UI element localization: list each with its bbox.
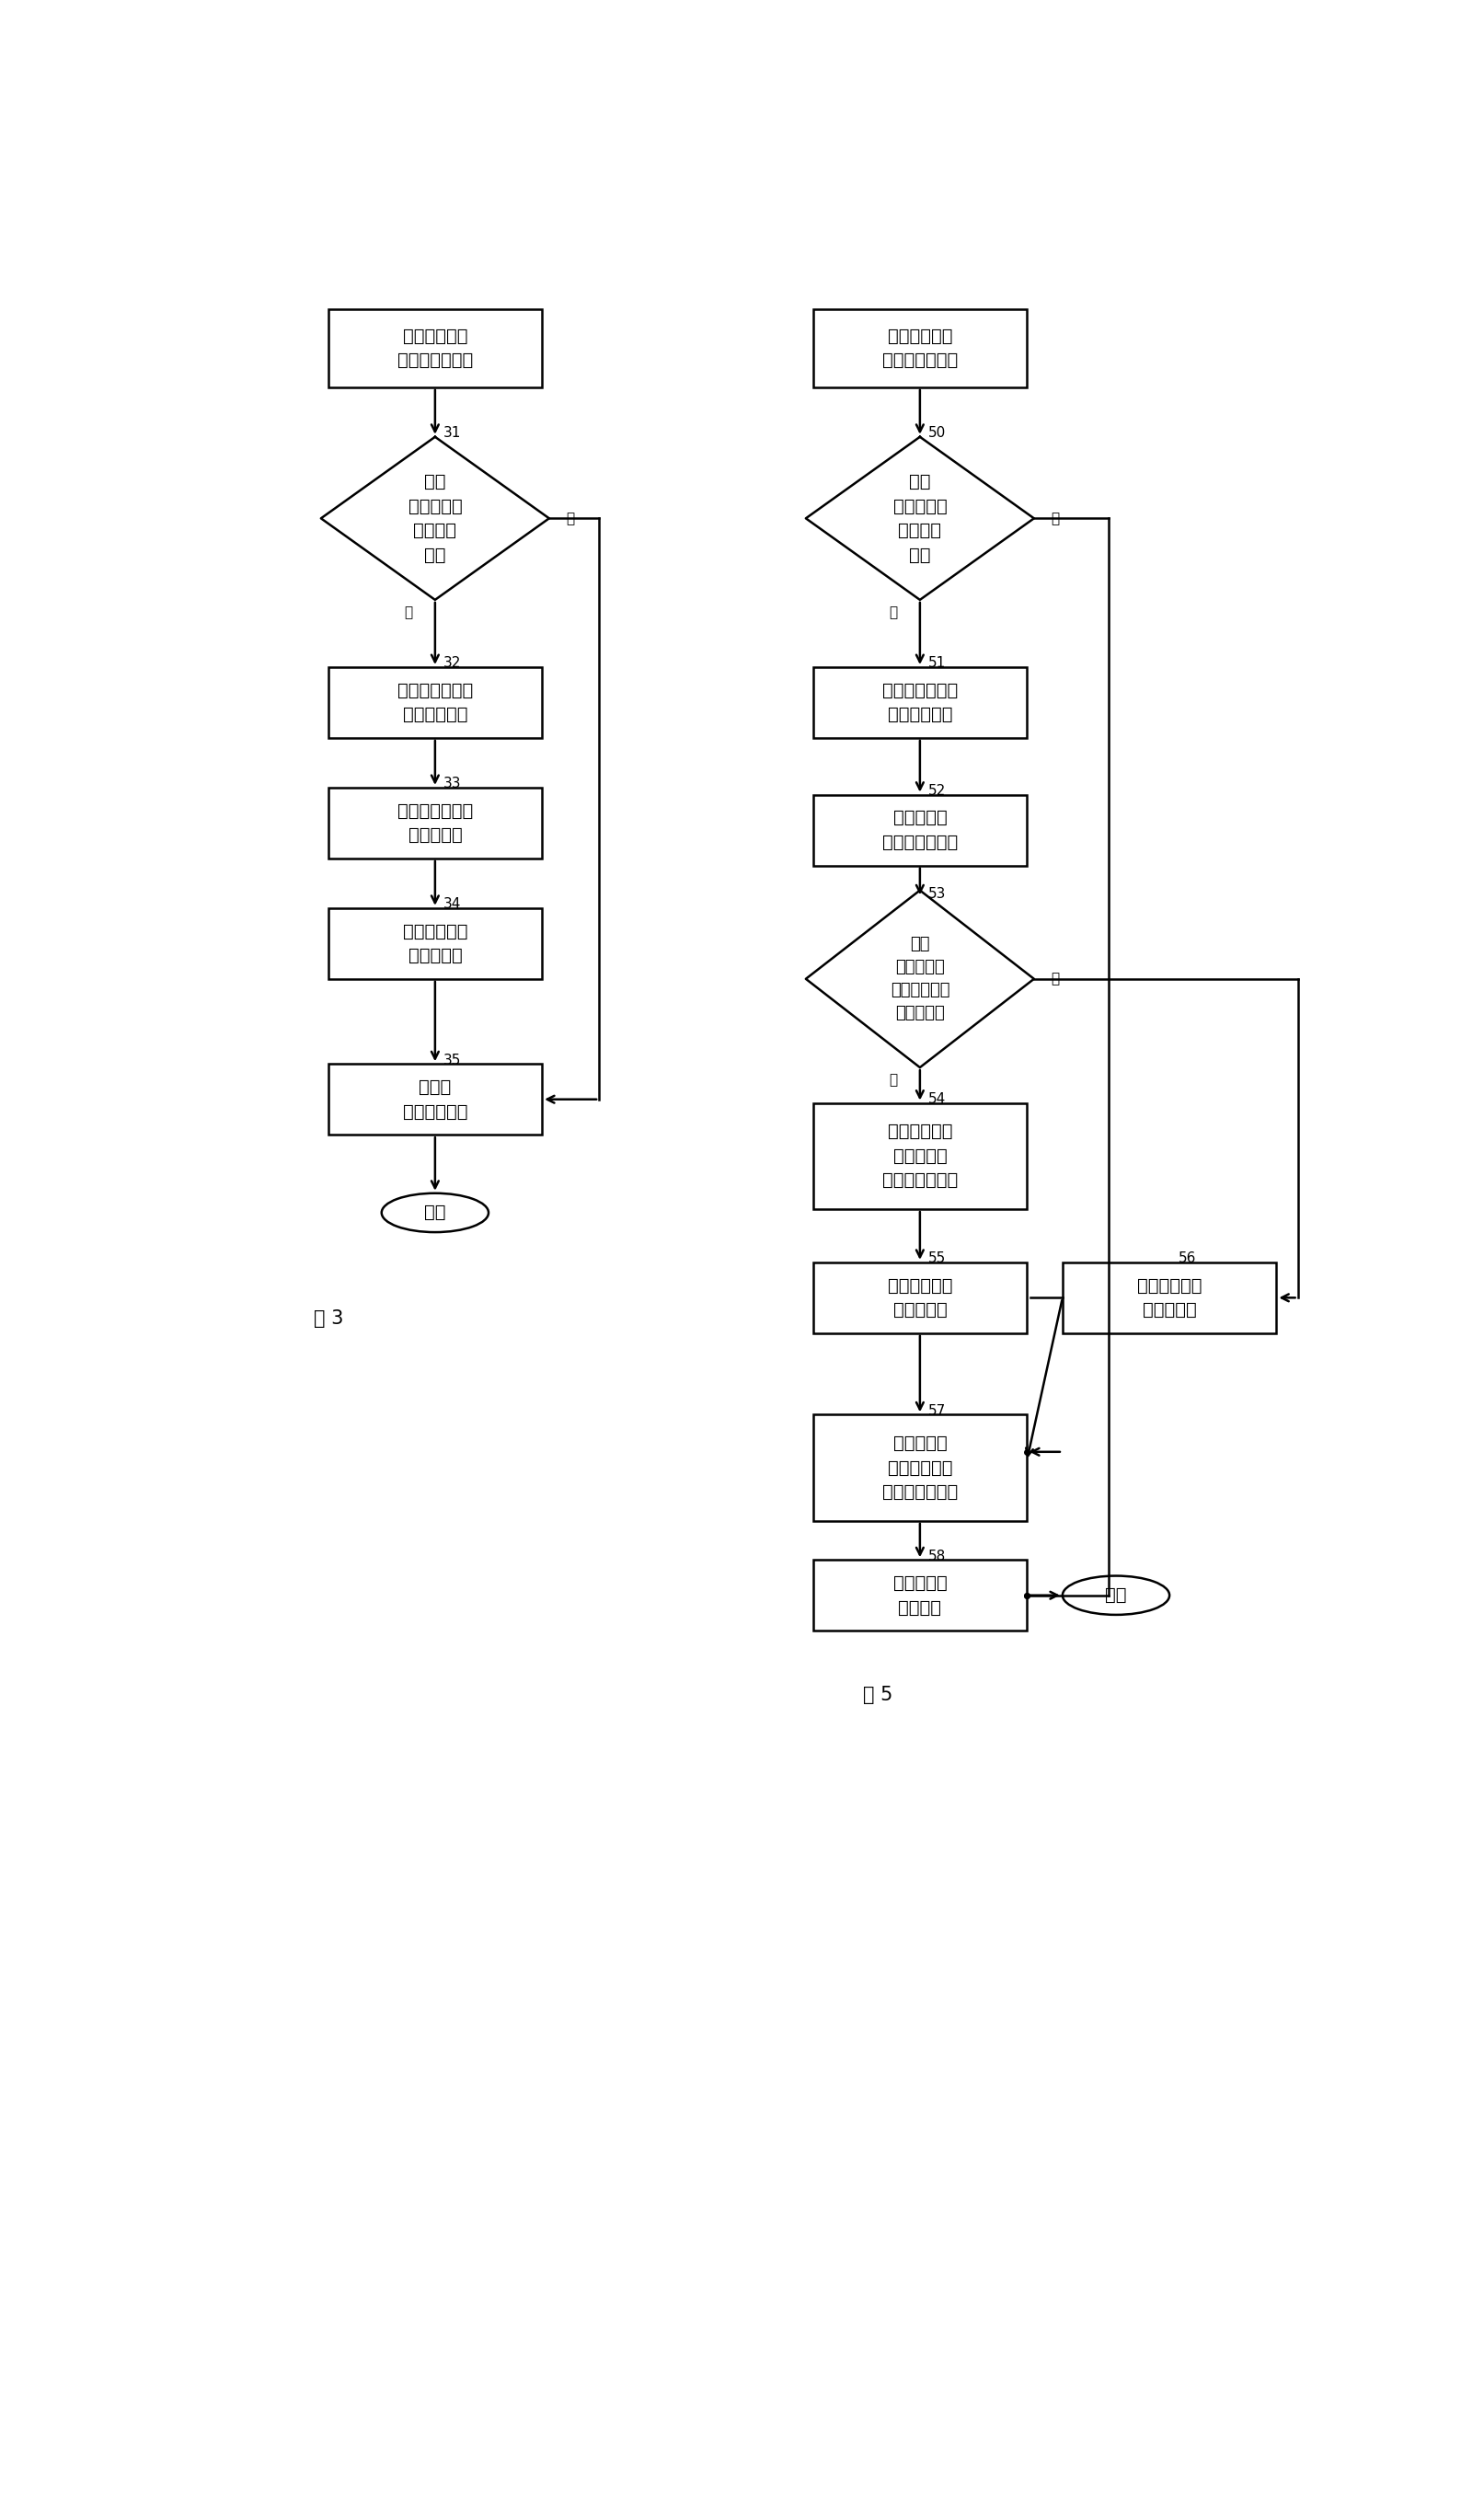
Text: 51: 51 (929, 655, 947, 670)
Bar (328, 908, 542, 978)
Text: 55: 55 (929, 1250, 947, 1266)
Text: 是: 是 (1051, 510, 1060, 525)
Text: 56: 56 (1178, 1250, 1196, 1266)
Text: 将虚拟地址
映射到物理地址: 将虚拟地址 映射到物理地址 (881, 810, 957, 850)
Text: 完成: 完成 (424, 1203, 445, 1220)
Bar (328, 310, 542, 388)
Bar (813, 795, 1027, 865)
Text: 从硬盘中取出
请求的数据: 从硬盘中取出 请求的数据 (402, 923, 467, 965)
Text: 31: 31 (444, 425, 462, 440)
Text: 54: 54 (929, 1093, 947, 1105)
Text: 52: 52 (929, 783, 947, 798)
Text: 处理器的虚拟
存储器存取请求: 处理器的虚拟 存储器存取请求 (398, 328, 473, 370)
Text: 选择要用请求
的页面进行
替换的牺牲页面: 选择要用请求 的页面进行 替换的牺牲页面 (881, 1123, 957, 1188)
Text: 57: 57 (929, 1403, 947, 1418)
Text: 58: 58 (929, 1548, 947, 1563)
Text: 利用请求的
页面更新物理
高速缓冲存储器: 利用请求的 页面更新物理 高速缓冲存储器 (881, 1436, 957, 1501)
Ellipse shape (381, 1193, 488, 1233)
Text: 否: 否 (889, 605, 896, 620)
Text: 是: 是 (1051, 973, 1060, 985)
Text: 将数据
返回给处理器: 将数据 返回给处理器 (402, 1078, 467, 1120)
Bar (1063, 1263, 1276, 1333)
Bar (813, 1561, 1027, 1631)
Bar (813, 310, 1027, 388)
Text: 50: 50 (929, 425, 947, 440)
Bar (813, 668, 1027, 738)
Text: 页面
是否驻留在
高速缓存
中？: 页面 是否驻留在 高速缓存 中？ (893, 473, 947, 563)
Text: 从硬盘中取出
请求的页面: 从硬盘中取出 请求的页面 (1137, 1278, 1202, 1318)
Text: 图 5: 图 5 (862, 1686, 893, 1703)
Bar (328, 1063, 542, 1135)
Text: 53: 53 (929, 888, 947, 900)
Text: 将虚拟地址转发
到存储控制器: 将虚拟地址转发 到存储控制器 (881, 683, 957, 723)
Text: 将页面返回
给处理器: 将页面返回 给处理器 (893, 1573, 947, 1616)
Bar (813, 1263, 1027, 1333)
Text: 32: 32 (444, 655, 462, 670)
Text: 将虚拟地址转发
到存储控制器: 将虚拟地址转发 到存储控制器 (398, 683, 473, 723)
Text: 是: 是 (567, 510, 574, 525)
Bar (813, 1416, 1027, 1521)
Text: 页面
是否驻留在
物理高速缓冲
存储器中？: 页面 是否驻留在 物理高速缓冲 存储器中？ (890, 935, 950, 1023)
Text: 图 3: 图 3 (313, 1311, 344, 1328)
Text: 否: 否 (404, 605, 413, 620)
Text: 34: 34 (444, 898, 462, 910)
Text: 33: 33 (444, 778, 462, 790)
Ellipse shape (1063, 1576, 1169, 1616)
Bar (328, 788, 542, 858)
Text: 35: 35 (444, 1053, 462, 1068)
Text: 处理器的虚拟
存储器存取请求: 处理器的虚拟 存储器存取请求 (881, 328, 957, 370)
Text: 数据
是否驻留在
高速缓存
中？: 数据 是否驻留在 高速缓存 中？ (408, 473, 462, 563)
Text: 将虚拟地址映射
到物理地址: 将虚拟地址映射 到物理地址 (398, 803, 473, 843)
Text: 完成: 完成 (1106, 1586, 1126, 1603)
Bar (328, 668, 542, 738)
Bar (813, 1103, 1027, 1208)
Text: 否: 否 (889, 1073, 896, 1088)
Text: 将牺牲页面写
回到硬盘上: 将牺牲页面写 回到硬盘上 (887, 1278, 953, 1318)
